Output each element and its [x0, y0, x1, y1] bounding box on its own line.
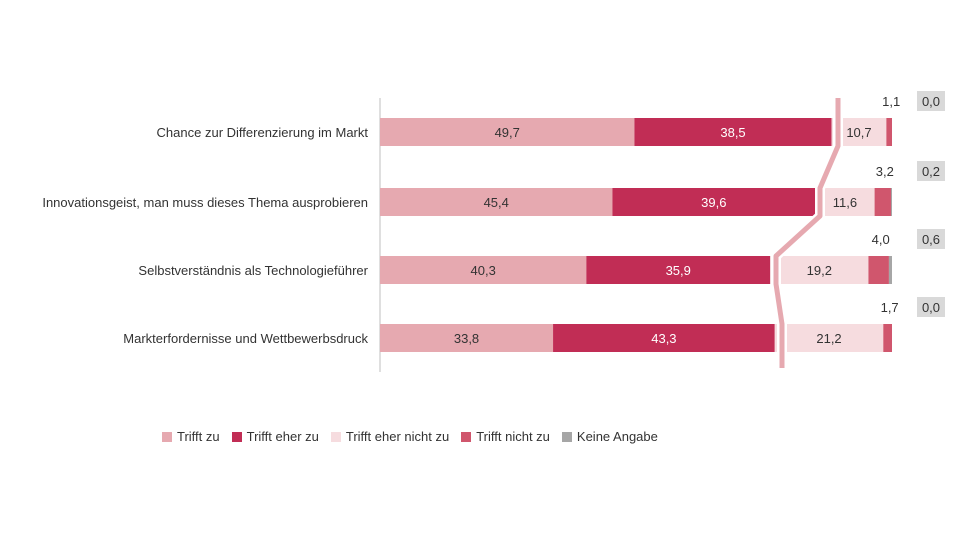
- data-label: 45,4: [484, 195, 509, 210]
- bar-segment: [380, 188, 613, 216]
- category-label: Innovationsgeist, man muss dieses Thema …: [42, 195, 368, 210]
- legend-label: Keine Angabe: [576, 429, 658, 444]
- bar-segment: [586, 256, 771, 284]
- legend-item: Trifft eher zu: [231, 429, 319, 444]
- keine-angabe-label-box: [917, 297, 945, 317]
- bar-segment: [612, 188, 816, 216]
- bar-segment: [774, 324, 884, 352]
- legend-label: Trifft eher zu: [246, 429, 319, 444]
- legend-swatch: [561, 431, 572, 442]
- bar-segment: [634, 118, 832, 146]
- legend-swatch: [162, 431, 172, 442]
- legend-item: Trifft eher nicht zu: [330, 429, 450, 444]
- data-label: 33,8: [454, 331, 479, 346]
- data-label: 0,0: [922, 300, 940, 315]
- bar-segment: [890, 188, 892, 216]
- legend-swatch: [231, 431, 242, 442]
- data-label: 43,3: [651, 331, 676, 346]
- legend-label: Trifft eher nicht zu: [345, 429, 450, 444]
- category-label: Selbstverständnis als Technologieführer: [138, 263, 368, 278]
- data-label: 19,2: [807, 263, 832, 278]
- category-label: Markterfordernisse und Wettbewerbsdruck: [123, 331, 368, 346]
- bar-segment: [868, 256, 889, 284]
- data-label: 0,0: [922, 94, 940, 109]
- data-label: 10,7: [846, 125, 871, 140]
- keine-angabe-label-box: [917, 229, 945, 249]
- legend-item: Trifft zu: [162, 429, 220, 444]
- legend-item: Trifft nicht zu: [461, 429, 550, 444]
- data-label: 1,1: [882, 94, 900, 109]
- data-label: 11,6: [833, 195, 857, 210]
- bar-segment: [815, 188, 875, 216]
- bar-segment: [874, 188, 891, 216]
- bar-segment: [380, 324, 554, 352]
- bar-segment: [883, 324, 892, 352]
- keine-angabe-label-box: [917, 91, 945, 111]
- data-label: 3,2: [876, 164, 894, 179]
- data-label: 38,5: [720, 125, 745, 140]
- category-label: Chance zur Differenzierung im Markt: [157, 125, 369, 140]
- keine-angabe-label-box: [917, 161, 945, 181]
- data-label: 21,2: [816, 331, 841, 346]
- bar-segment: [380, 256, 587, 284]
- legend-label: Trifft zu: [177, 429, 220, 444]
- legend-swatch: [461, 431, 472, 442]
- axis-break-line: [773, 98, 841, 368]
- data-label: 1,7: [881, 300, 899, 315]
- legend-item: Keine Angabe: [561, 429, 658, 444]
- bar-segment: [886, 118, 892, 146]
- data-label: 49,7: [495, 125, 520, 140]
- bar-segment: [770, 256, 869, 284]
- bar-segment: [888, 256, 892, 284]
- data-label: 39,6: [701, 195, 726, 210]
- data-label: 40,3: [471, 263, 496, 278]
- data-label: 0,6: [922, 232, 940, 247]
- bar-segment: [380, 118, 635, 146]
- chart-legend: Trifft zu Trifft eher zu Trifft eher nicht…: [162, 429, 670, 444]
- data-label: 35,9: [666, 263, 691, 278]
- bar-segment: [553, 324, 775, 352]
- legend-swatch: [330, 431, 341, 442]
- data-label: 4,0: [872, 232, 890, 247]
- data-label: 0,2: [922, 164, 940, 179]
- legend-label: Trifft nicht zu: [476, 429, 550, 444]
